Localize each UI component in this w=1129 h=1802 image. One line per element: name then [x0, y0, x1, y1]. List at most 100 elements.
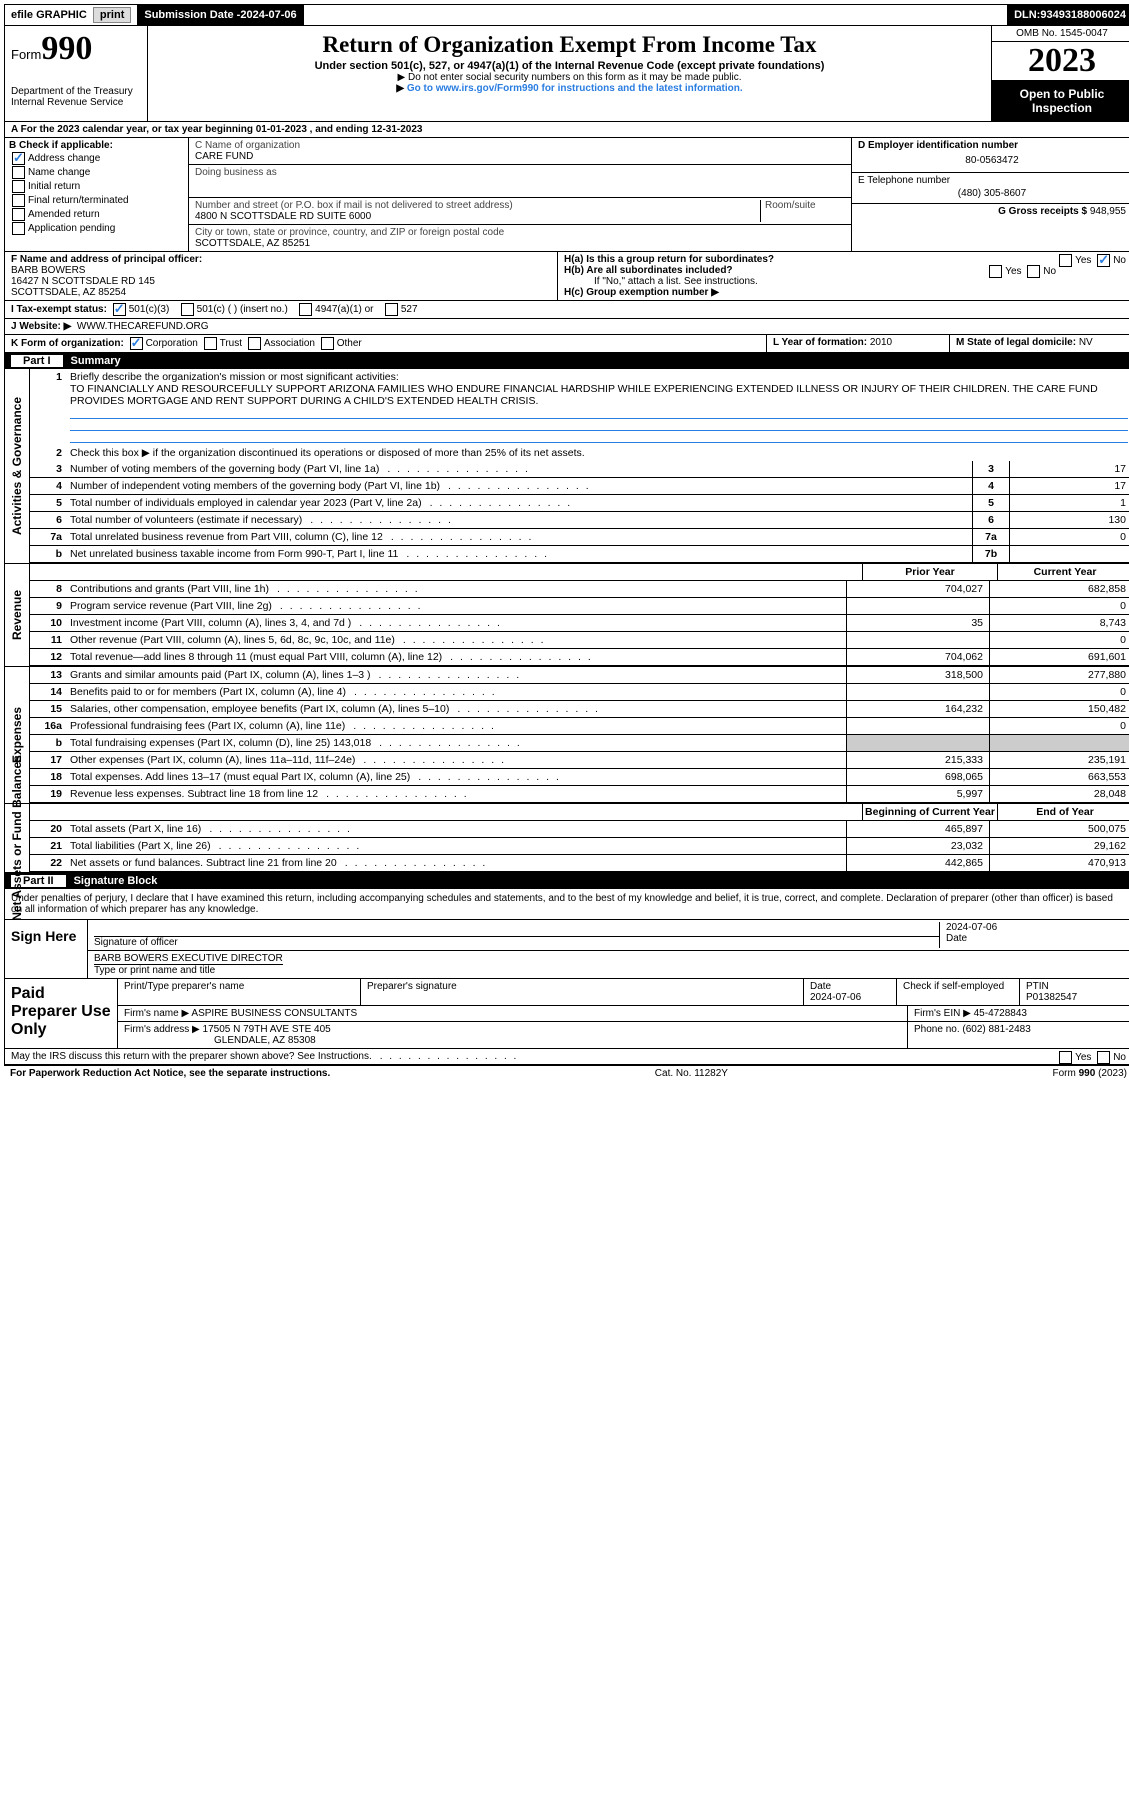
ppu-date: 2024-07-06 [810, 992, 861, 1003]
org-address: 4800 N SCOTTSDALE RD SUITE 6000 [195, 211, 371, 222]
k-label: K Form of organization: [11, 338, 124, 349]
foot-left: For Paperwork Reduction Act Notice, see … [10, 1068, 330, 1079]
foot-right: Form 990 (2023) [1053, 1068, 1128, 1079]
section-klm: K Form of organization: Corporation Trus… [5, 335, 1129, 353]
i-label: I Tax-exempt status: [11, 304, 107, 315]
website-value: WWW.THECAREFUND.ORG [77, 321, 209, 332]
sign-here-block: Sign Here Signature of officer 2024-07-06… [5, 920, 1129, 979]
hb-label: H(b) Are all subordinates included? [564, 265, 733, 276]
line-15: 15Salaries, other compensation, employee… [30, 701, 1129, 718]
ptin: P01382547 [1026, 992, 1077, 1003]
chk-4947[interactable] [299, 303, 312, 316]
sig-date: 2024-07-06 [946, 922, 1126, 933]
part1-revenue: Revenue Prior YearCurrent Year 8Contribu… [5, 564, 1129, 667]
sign-here-label: Sign Here [5, 920, 88, 978]
ha-label: H(a) Is this a group return for subordin… [564, 254, 774, 265]
ppu-h0: Print/Type preparer's name [118, 979, 361, 1005]
chk-application-pending[interactable]: Application pending [9, 222, 184, 235]
chk-527[interactable] [385, 303, 398, 316]
officer-addr1: 16427 N SCOTTSDALE RD 145 [11, 276, 155, 287]
line-18: 18Total expenses. Add lines 13–17 (must … [30, 769, 1129, 786]
discuss-yes[interactable] [1059, 1051, 1072, 1064]
chk-501c[interactable] [181, 303, 194, 316]
room-label: Room/suite [760, 200, 845, 222]
perjury-text: Under penalties of perjury, I declare th… [5, 889, 1129, 920]
line-19: 19Revenue less expenses. Subtract line 1… [30, 786, 1129, 803]
chk-corp[interactable] [130, 337, 143, 350]
submission-date: Submission Date - 2024-07-06 [138, 5, 303, 25]
ppu-check: Check if self-employed [903, 981, 1004, 992]
prior-year-hdr: Prior Year [862, 564, 997, 580]
col-c: C Name of organizationCARE FUND Doing bu… [189, 138, 851, 251]
irs-label: Internal Revenue Service [11, 97, 141, 108]
col-b: B Check if applicable: Address change Na… [5, 138, 189, 251]
line-8: 8Contributions and grants (Part VIII, li… [30, 581, 1129, 598]
type-label: Type or print name and title [94, 965, 215, 976]
chk-final-return[interactable]: Final return/terminated [9, 194, 184, 207]
line-10: 10Investment income (Part VIII, column (… [30, 615, 1129, 632]
section-fh: F Name and address of principal officer:… [5, 252, 1129, 301]
row-a: A For the 2023 calendar year, or tax yea… [5, 122, 1129, 138]
line-21: 21Total liabilities (Part X, line 26)23,… [30, 838, 1129, 855]
firm-name: ASPIRE BUSINESS CONSULTANTS [191, 1008, 357, 1019]
line-3: 3Number of voting members of the governi… [30, 461, 1129, 478]
print-button[interactable]: print [93, 7, 131, 23]
current-year-hdr: Current Year [997, 564, 1129, 580]
bcy-hdr: Beginning of Current Year [862, 804, 997, 820]
firm-addr: 17505 N 79TH AVE STE 405 [203, 1024, 331, 1035]
m-value: NV [1079, 337, 1093, 348]
chk-amended-return[interactable]: Amended return [9, 208, 184, 221]
chk-name-change[interactable]: Name change [9, 166, 184, 179]
l-value: 2010 [870, 337, 892, 348]
chk-trust[interactable] [204, 337, 217, 350]
col-h: H(a) Is this a group return for subordin… [558, 252, 1129, 300]
line-16a: 16aProfessional fundraising fees (Part I… [30, 718, 1129, 735]
hc-label: H(c) Group exemption number ▶ [564, 287, 719, 298]
city-label: City or town, state or province, country… [195, 227, 504, 238]
firm-addr-label: Firm's address ▶ [124, 1024, 200, 1035]
header-left: Form990 Department of the Treasury Inter… [5, 26, 148, 121]
chk-initial-return[interactable]: Initial return [9, 180, 184, 193]
form-number: 990 [41, 30, 92, 67]
side-netassets: Net Assets or Fund Balances [5, 804, 30, 872]
chk-other[interactable] [321, 337, 334, 350]
ppu-h2: Date [810, 981, 831, 992]
side-governance: Activities & Governance [5, 369, 30, 563]
col-f: F Name and address of principal officer:… [5, 252, 558, 300]
officer-name: BARB BOWERS [11, 265, 85, 276]
ppu-h1: Preparer's signature [361, 979, 804, 1005]
header-right: OMB No. 1545-0047 2023 Open to Public In… [991, 26, 1129, 121]
line-14: 14Benefits paid to or for members (Part … [30, 684, 1129, 701]
line-4: 4Number of independent voting members of… [30, 478, 1129, 495]
side-revenue: Revenue [5, 564, 30, 666]
chk-assoc[interactable] [248, 337, 261, 350]
form-body: Form990 Department of the Treasury Inter… [4, 26, 1129, 1066]
header-center: Return of Organization Exempt From Incom… [148, 26, 991, 121]
discuss-no[interactable] [1097, 1051, 1110, 1064]
section-i: I Tax-exempt status: 501(c)(3) 501(c) ( … [5, 301, 1129, 319]
firm-phone: (602) 881-2483 [962, 1024, 1030, 1035]
m-label: M State of legal domicile: [956, 337, 1079, 348]
eoy-hdr: End of Year [997, 804, 1129, 820]
chk-address-change[interactable]: Address change [9, 152, 184, 165]
tax-year: 2023 [992, 42, 1129, 81]
open-inspection: Open to Public Inspection [992, 81, 1129, 121]
officer-addr2: SCOTTSDALE, AZ 85254 [11, 287, 126, 298]
line-17: 17Other expenses (Part IX, column (A), l… [30, 752, 1129, 769]
line-b: bTotal fundraising expenses (Part IX, co… [30, 735, 1129, 752]
subtitle-1: Under section 501(c), 527, or 4947(a)(1)… [156, 60, 983, 72]
gross-value: 948,955 [1090, 206, 1126, 217]
mission-text: TO FINANCIALLY AND RESOURCEFULLY SUPPORT… [70, 383, 1098, 407]
dept-label: Department of the Treasury [11, 86, 141, 97]
firm-city: GLENDALE, AZ 85308 [214, 1035, 316, 1046]
line-13: 13Grants and similar amounts paid (Part … [30, 667, 1129, 684]
dba-label: Doing business as [195, 167, 277, 178]
org-name: CARE FUND [195, 151, 253, 162]
chk-501c3[interactable] [113, 303, 126, 316]
instructions-link[interactable]: Go to www.irs.gov/Form990 for instructio… [407, 83, 743, 94]
j-label: J Website: ▶ [11, 321, 71, 332]
spacer [304, 5, 1008, 25]
sig-date-label: Date [946, 933, 967, 944]
line-20: 20Total assets (Part X, line 16)465,8975… [30, 821, 1129, 838]
sig-label: Signature of officer [94, 937, 178, 948]
